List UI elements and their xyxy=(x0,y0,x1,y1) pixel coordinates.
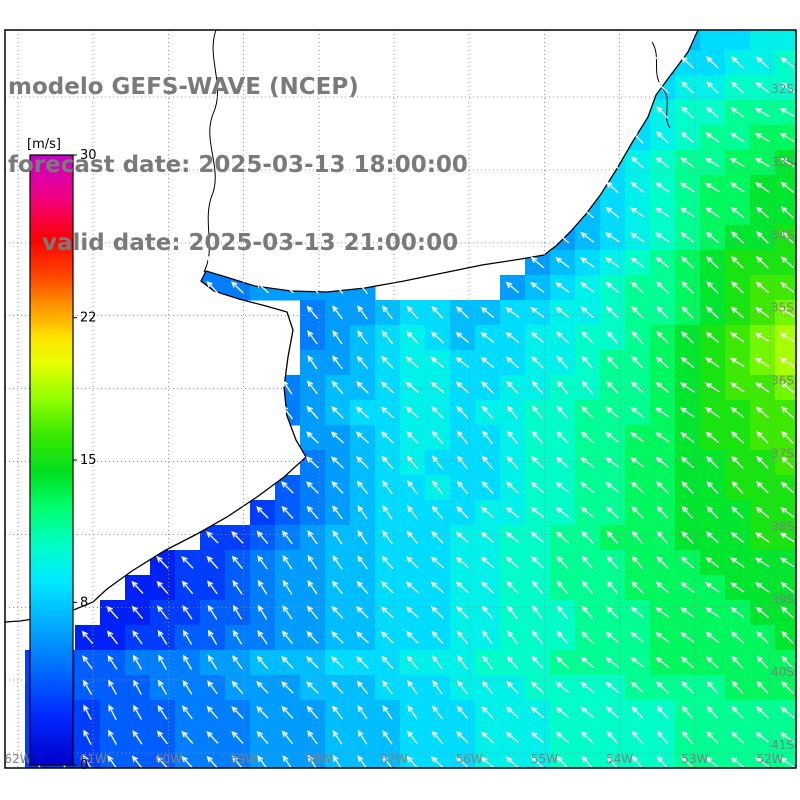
lon-label: 55W xyxy=(531,752,558,766)
field-cell xyxy=(725,750,751,768)
field-cell xyxy=(775,225,796,251)
field-cell xyxy=(775,125,796,151)
lat-label: 33S xyxy=(771,155,794,169)
field-cell xyxy=(775,400,796,426)
lat-label: 39S xyxy=(771,592,794,606)
colorbar-ticks: 30 22 15 8 0 xyxy=(73,148,97,773)
field-cell xyxy=(500,750,526,768)
lon-label: 62W xyxy=(4,752,31,766)
field-cell xyxy=(775,475,796,501)
lat-label: 34S xyxy=(771,228,794,242)
lon-label: 57W xyxy=(380,752,407,766)
field-cell xyxy=(700,30,726,51)
lon-label: 53W xyxy=(681,752,708,766)
lon-label: 58W xyxy=(305,752,332,766)
wind-arrows xyxy=(31,56,795,768)
field-cell xyxy=(775,725,796,751)
field-cell xyxy=(775,675,796,701)
field-cell xyxy=(775,30,796,51)
field-cell xyxy=(700,750,726,768)
lon-label: 56W xyxy=(456,752,483,766)
field-cell xyxy=(775,150,796,176)
colorbar-tick-label: 0 xyxy=(80,758,88,773)
field-cell xyxy=(775,100,796,126)
field-cell xyxy=(750,750,776,768)
coastline xyxy=(4,29,699,623)
lon-label: 60W xyxy=(155,752,182,766)
colorbar-gradient xyxy=(29,154,74,766)
lon-label: 52W xyxy=(756,752,783,766)
field-cell xyxy=(775,450,796,476)
landmass xyxy=(5,30,698,622)
field-cell xyxy=(775,700,796,726)
colorbar-unit-label: [m/s] xyxy=(27,137,61,152)
plot-title-block: modelo GEFS-WAVE (NCEP) forecast date: 2… xyxy=(8,22,468,308)
lat-label: 32S xyxy=(771,82,794,96)
field-cell xyxy=(775,600,796,626)
forecast-date-line: forecast date: 2025-03-13 18:00:00 xyxy=(8,152,468,178)
lat-label: 41S xyxy=(771,738,794,752)
field-cell xyxy=(775,250,796,276)
field-cell xyxy=(775,325,796,351)
field-cell xyxy=(475,750,501,768)
arrow-glyphs xyxy=(31,56,795,768)
lat-label: 36S xyxy=(771,374,794,388)
field-cell xyxy=(775,650,796,676)
colorbar-tick-label: 8 xyxy=(80,595,88,610)
field-cell xyxy=(725,30,751,51)
lat-label: 40S xyxy=(771,665,794,679)
field-cell xyxy=(775,50,796,76)
colorbar: [m/s] 30 22 15 8 0 xyxy=(27,137,97,773)
lon-label: 54W xyxy=(606,752,633,766)
lat-label: 38S xyxy=(771,519,794,533)
field-cell xyxy=(775,75,796,101)
river-line xyxy=(203,29,218,273)
field-cell xyxy=(775,625,796,651)
field-cell xyxy=(775,550,796,576)
field-cell xyxy=(775,175,796,201)
lon-label: 59W xyxy=(230,752,257,766)
lon-axis-labels: 62W 61W 60W 59W 58W 57W 56W 55W 54W 53W 52W xyxy=(4,752,783,766)
field-cell xyxy=(425,750,451,768)
field-cell xyxy=(775,300,796,326)
lat-label: 35S xyxy=(771,301,794,315)
field-cell xyxy=(775,575,796,601)
valid-date-line: valid date: 2025-03-13 21:00:00 xyxy=(42,230,459,256)
field-cell xyxy=(675,750,701,768)
field-cell xyxy=(775,200,796,226)
field-cell xyxy=(775,375,796,401)
colorbar-tick-label: 15 xyxy=(80,453,97,468)
model-title: modelo GEFS-WAVE (NCEP) xyxy=(8,74,359,100)
field-cell xyxy=(750,30,776,51)
colorbar-tick-label: 30 xyxy=(80,148,97,163)
field-cell xyxy=(775,500,796,526)
field-cell xyxy=(775,350,796,376)
lon-label: 61W xyxy=(80,752,107,766)
field-cell xyxy=(775,275,796,301)
field-cell xyxy=(775,525,796,551)
grid-lines xyxy=(5,30,796,768)
map-frame xyxy=(4,29,797,769)
graticule-path xyxy=(5,30,796,768)
colorbar-tick-label: 22 xyxy=(80,311,97,326)
field-cell xyxy=(775,425,796,451)
lat-label: 37S xyxy=(771,447,794,461)
lat-axis-labels: 32S 33S 34S 35S 36S 37S 38S 39S 40S 41S xyxy=(771,82,794,752)
